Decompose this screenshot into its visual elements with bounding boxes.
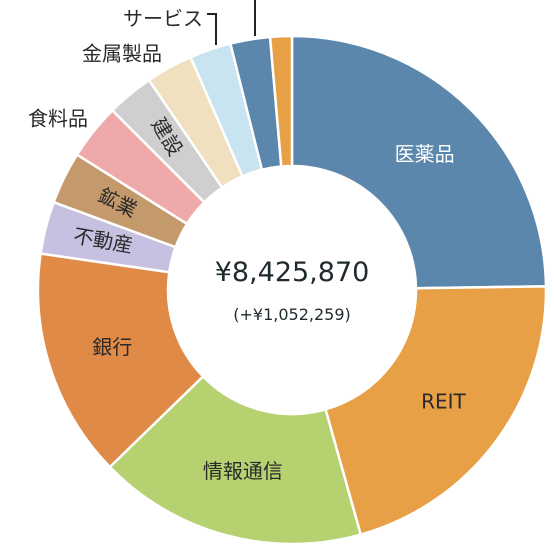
slice-3 xyxy=(36,252,205,469)
leader-line-service xyxy=(207,13,217,45)
slice-label-2: 情報通信 xyxy=(203,459,283,483)
donut-slices xyxy=(36,34,548,546)
slice-label-0: 医薬品 xyxy=(395,142,455,166)
slice-label-3: 銀行 xyxy=(92,335,132,359)
change-value: (+¥1,052,259) xyxy=(233,305,351,324)
slice-1 xyxy=(323,285,548,537)
slice-0 xyxy=(290,34,548,290)
slice-label-6: 食料品 xyxy=(28,107,88,131)
slice-label-1: REIT xyxy=(421,390,466,414)
slice-label-9: サービス xyxy=(123,7,203,31)
total-value: ¥8,425,870 xyxy=(215,257,370,288)
donut-center: ¥8,425,870 (+¥1,052,259) xyxy=(215,257,370,324)
slice-11 xyxy=(268,34,294,168)
slice-2 xyxy=(108,374,363,546)
slice-label-8: 金属製品 xyxy=(82,42,162,66)
